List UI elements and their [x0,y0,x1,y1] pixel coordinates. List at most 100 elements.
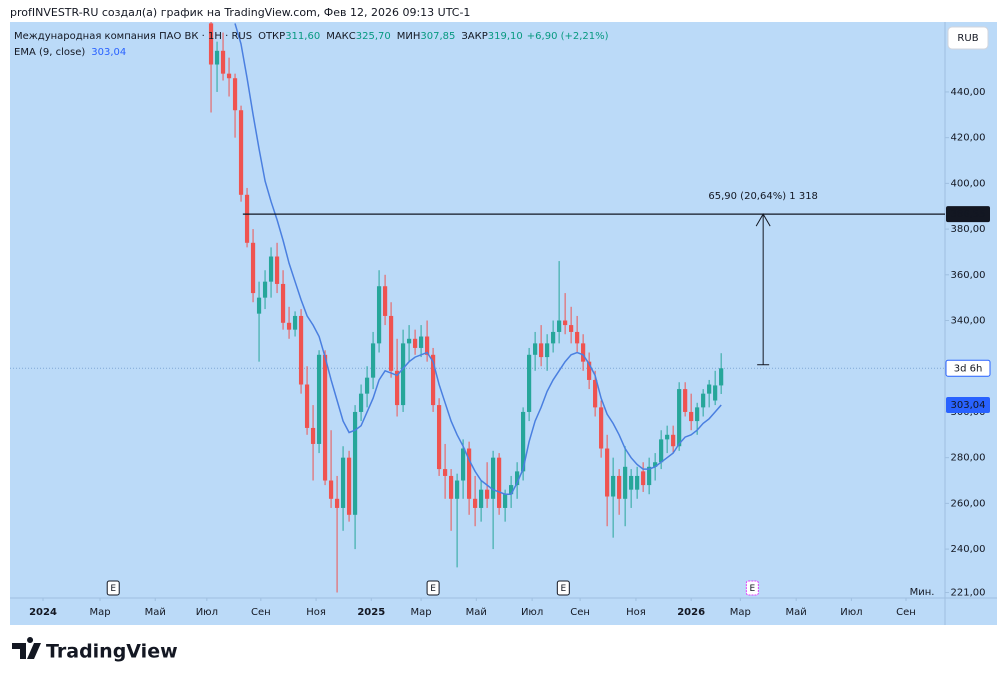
ema-value: 303,04 [91,47,126,58]
x-tick-label: Сен [896,607,916,618]
candle-body [226,73,232,79]
candle-body [599,407,604,449]
candle-body [623,466,628,499]
candle-body [328,480,334,499]
candle-body [424,336,430,355]
logo-icon [12,637,41,659]
y-tick-label: 420,00 [951,133,986,144]
candle-body [244,194,250,243]
change: +6,90 (+2,21%) [527,31,609,42]
candle-body [563,320,568,326]
candle-body [238,110,244,195]
candle-body [340,457,346,508]
x-tick-label: 2024 [29,607,57,618]
x-tick-label: Май [786,607,807,618]
x-tick-label: Мар [730,607,751,618]
min-label: Мин. [910,587,935,598]
candle-body [280,283,286,323]
x-tick-label: Мар [411,607,432,618]
x-tick-label: Июл [840,607,862,618]
x-tick-label: Июл [196,607,218,618]
event-label: E [750,584,756,594]
plot [10,22,945,593]
candle-body [701,393,706,408]
candle-body [292,315,298,330]
event-marker [106,580,120,596]
candle-body [485,489,490,499]
candle-body [719,368,724,386]
y-tick-label: 260,00 [951,498,986,509]
countdown-tag-box [945,359,991,377]
candle-body [707,384,712,394]
candle-body [581,343,586,362]
event-label: E [430,584,436,594]
candle-body [509,485,514,495]
candle-body [641,471,646,486]
event-marker [745,580,759,596]
candle-body [647,466,652,486]
candle-body [689,411,694,422]
x-tick-label: Сен [251,607,271,618]
candle-body [334,498,340,508]
x-tick-label: Июл [521,607,543,618]
y-tick-label: 340,00 [951,316,986,327]
currency-button[interactable] [947,26,989,50]
ema-line [234,23,722,495]
candle-body [418,336,424,348]
y-tick-label: 440,00 [951,87,986,98]
event-marker [556,580,570,596]
candle-body [575,331,580,344]
ema-name: EMA (9, close) [14,47,85,58]
candle-body [605,448,610,497]
y-tick-label: 360,00 [951,270,986,281]
candle-body [346,457,352,515]
x-tick-label: Ноя [306,607,326,618]
x-tick-label: Мар [89,607,110,618]
ohlc-value: 319,10 [488,31,523,42]
ohlc-label: ОТКР [258,31,285,42]
candle-body [551,331,556,344]
ema-tag-label: 303,04 [951,400,986,411]
candle-body [527,354,532,412]
footer-logo: TradingView [12,637,178,663]
legend-ema: EMA (9, close) 303,04 [14,47,126,58]
measure-arrowhead [755,213,771,227]
event-label: E [110,584,116,594]
candle-body [322,354,328,481]
candle-body [460,448,466,481]
event-label: E [560,584,566,594]
y-tick-label: 221,00 [951,588,986,599]
candle-body [298,315,304,385]
ema-tag-box [946,396,990,413]
candle-body [388,315,394,371]
symbol-title: Международная компания ПАО ВК · 1Н · RUS [14,31,252,42]
candle-body [677,389,682,447]
ohlc-label: МИН [397,31,421,42]
candle-body [400,343,406,406]
legend-main: Международная компания ПАО ВК · 1Н · RUS… [14,31,609,42]
candle-body [479,489,484,508]
candle-body [539,343,544,358]
measure-label: 65,90 (20,64%) 1 318 [708,191,818,202]
candle-body [557,320,562,332]
price-axis [945,22,997,625]
y-tick-label: 400,00 [951,178,986,189]
candle-body [713,385,718,401]
currency-label[interactable]: RUB [957,33,978,44]
candle-body [376,286,382,344]
x-tick-label: Май [145,607,166,618]
candle-body [310,427,316,444]
level-tag-box [946,206,990,223]
candle-body [274,256,280,284]
y-tick-label: 380,00 [951,224,986,235]
candle-body [436,405,442,470]
logo-text: TradingView [46,641,178,663]
candle-body [382,286,388,316]
candle-body [683,389,688,412]
ohlc-value: 307,85 [420,31,455,42]
candle-body [256,297,262,314]
candle-body [442,469,448,476]
x-tick-label: Май [466,607,487,618]
candle-body [220,50,226,74]
